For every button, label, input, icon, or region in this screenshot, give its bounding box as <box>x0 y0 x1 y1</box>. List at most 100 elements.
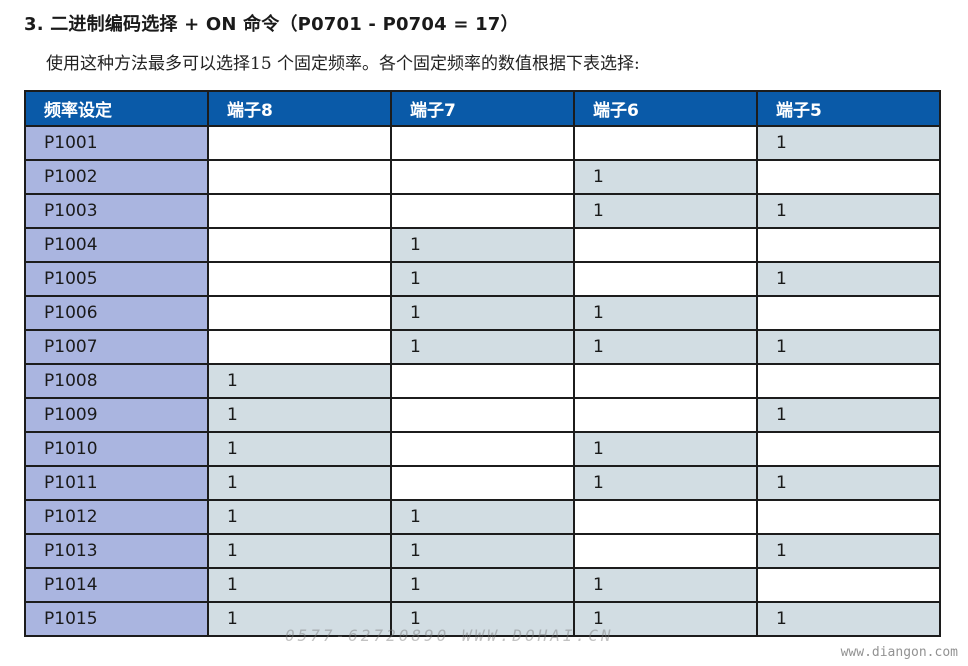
terminal-cell: 1 <box>207 533 392 569</box>
terminal-cell <box>207 125 392 161</box>
parameter-cell: P1009 <box>24 397 209 433</box>
terminal-cell <box>573 397 758 433</box>
table-row: P1003 1 1 <box>24 193 941 229</box>
terminal-cell <box>756 227 941 263</box>
table-row: P1006 1 1 <box>24 295 941 331</box>
parameter-cell: P1008 <box>24 363 209 399</box>
terminal-cell <box>573 125 758 161</box>
parameter-cell: P1010 <box>24 431 209 467</box>
terminal-cell: 1 <box>756 193 941 229</box>
header-terminal-8: 端子8 <box>207 90 392 127</box>
terminal-cell <box>207 295 392 331</box>
terminal-cell: 1 <box>390 567 575 603</box>
terminal-cell: 1 <box>573 431 758 467</box>
terminal-cell <box>207 261 392 297</box>
terminal-cell: 1 <box>207 465 392 501</box>
table-row: P1010 1 1 <box>24 431 941 467</box>
terminal-cell <box>207 159 392 195</box>
table-row: P1015 1 1 1 1 <box>24 601 941 637</box>
terminal-cell: 1 <box>756 261 941 297</box>
table-row: P1001 1 <box>24 125 941 161</box>
terminal-cell: 1 <box>390 601 575 637</box>
watermark-center: 0577-62720890 WWW.DOHAI.CN <box>285 626 614 645</box>
terminal-cell <box>756 567 941 603</box>
header-terminal-6: 端子6 <box>573 90 758 127</box>
terminal-cell <box>573 533 758 569</box>
terminal-cell: 1 <box>390 295 575 331</box>
table-row: P1002 1 <box>24 159 941 195</box>
table-row: P1009 1 1 <box>24 397 941 433</box>
terminal-cell: 1 <box>756 601 941 637</box>
watermark-corner: www.diangon.com <box>840 645 958 660</box>
parameter-cell: P1011 <box>24 465 209 501</box>
terminal-cell <box>756 295 941 331</box>
terminal-cell <box>756 431 941 467</box>
intro-text: 使用这种方法最多可以选择15 个固定频率。各个固定频率的数值根据下表选择: <box>46 54 640 74</box>
terminal-cell <box>207 193 392 229</box>
terminal-cell <box>573 499 758 535</box>
terminal-cell: 1 <box>573 295 758 331</box>
parameter-cell: P1015 <box>24 601 209 637</box>
terminal-cell: 1 <box>573 159 758 195</box>
terminal-cell: 1 <box>390 261 575 297</box>
terminal-cell <box>390 431 575 467</box>
header-terminal-5: 端子5 <box>756 90 941 127</box>
terminal-cell <box>207 227 392 263</box>
table-body: P1001 1 P1002 1 P1003 1 1 P1004 1 P1005 1 1 P1006 1 1 P… <box>24 125 941 637</box>
table-row: P1014 1 1 1 <box>24 567 941 603</box>
parameter-cell: P1004 <box>24 227 209 263</box>
parameter-cell: P1001 <box>24 125 209 161</box>
terminal-cell: 1 <box>207 567 392 603</box>
table-row: P1013 1 1 1 <box>24 533 941 569</box>
section-heading: 3. 二进制编码选择 + ON 命令（P0701 - P0704 = 17） <box>24 14 519 35</box>
header-frequency-setting: 频率设定 <box>24 90 209 127</box>
parameter-cell: P1003 <box>24 193 209 229</box>
terminal-cell <box>573 227 758 263</box>
terminal-cell <box>390 363 575 399</box>
terminal-cell: 1 <box>756 465 941 501</box>
table-row: P1012 1 1 <box>24 499 941 535</box>
terminal-cell: 1 <box>390 533 575 569</box>
terminal-cell: 1 <box>390 329 575 365</box>
terminal-cell: 1 <box>390 499 575 535</box>
terminal-cell <box>573 261 758 297</box>
table-header-row: 频率设定 端子8 端子7 端子6 端子5 <box>24 90 941 127</box>
parameter-cell: P1012 <box>24 499 209 535</box>
terminal-cell: 1 <box>207 601 392 637</box>
terminal-cell <box>207 329 392 365</box>
terminal-cell: 1 <box>756 397 941 433</box>
terminal-cell <box>756 363 941 399</box>
terminal-cell <box>390 465 575 501</box>
parameter-cell: P1002 <box>24 159 209 195</box>
terminal-cell <box>390 159 575 195</box>
fixed-frequency-table: 频率设定 端子8 端子7 端子6 端子5 P1001 1 P1002 1 P1003 1 1… <box>24 90 941 637</box>
terminal-cell: 1 <box>207 431 392 467</box>
terminal-cell: 1 <box>573 465 758 501</box>
terminal-cell <box>390 397 575 433</box>
parameter-cell: P1014 <box>24 567 209 603</box>
terminal-cell <box>573 363 758 399</box>
terminal-cell <box>390 125 575 161</box>
table-row: P1004 1 <box>24 227 941 263</box>
parameter-cell: P1006 <box>24 295 209 331</box>
table-row: P1005 1 1 <box>24 261 941 297</box>
terminal-cell: 1 <box>573 567 758 603</box>
terminal-cell: 1 <box>573 329 758 365</box>
table-row: P1011 1 1 1 <box>24 465 941 501</box>
table-row: P1007 1 1 1 <box>24 329 941 365</box>
terminal-cell: 1 <box>756 125 941 161</box>
terminal-cell: 1 <box>756 329 941 365</box>
terminal-cell: 1 <box>573 193 758 229</box>
parameter-cell: P1013 <box>24 533 209 569</box>
terminal-cell: 1 <box>573 601 758 637</box>
terminal-cell: 1 <box>390 227 575 263</box>
parameter-cell: P1007 <box>24 329 209 365</box>
terminal-cell: 1 <box>207 397 392 433</box>
parameter-cell: P1005 <box>24 261 209 297</box>
terminal-cell: 1 <box>756 533 941 569</box>
table-row: P1008 1 <box>24 363 941 399</box>
terminal-cell <box>756 159 941 195</box>
terminal-cell: 1 <box>207 499 392 535</box>
header-terminal-7: 端子7 <box>390 90 575 127</box>
terminal-cell: 1 <box>207 363 392 399</box>
